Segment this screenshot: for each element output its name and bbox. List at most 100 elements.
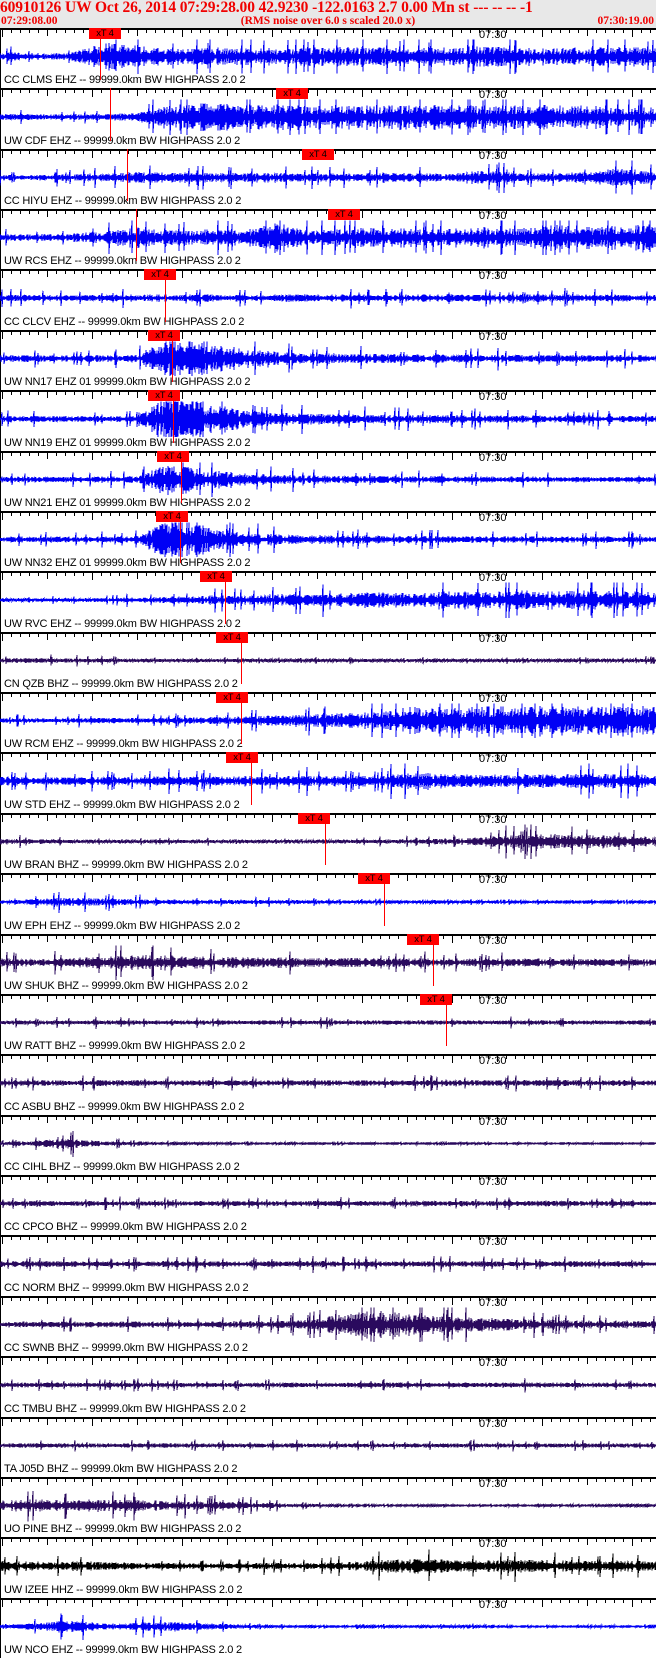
axis-tick [461, 451, 462, 456]
waveform[interactable] [0, 1307, 656, 1342]
pick-line[interactable] [173, 390, 174, 443]
scale-marker[interactable]: xT 4 [156, 511, 188, 522]
waveform[interactable] [0, 1246, 656, 1282]
axis-tick [119, 1417, 120, 1422]
trace-row[interactable]: 07:30 CC SWNB BHZ -- 99999.0km BW HIGHPAS… [0, 1296, 656, 1356]
waveform[interactable] [0, 1126, 656, 1161]
waveform[interactable] [0, 39, 656, 74]
waveform[interactable] [0, 703, 656, 738]
trace-row[interactable]: 07:30 CC CIHL BHZ -- 99999.0km BW HIGHPAS… [0, 1115, 656, 1175]
trace-row[interactable]: 07:30 UW NN21 EHZ 01 99999.0km BW HIGHPAS… [0, 451, 656, 511]
axis-tick [20, 752, 21, 757]
trace-row[interactable]: 07:30 CC ASBU BHZ -- 99999.0km BW HIGHPAS… [0, 1054, 656, 1115]
scale-marker[interactable]: xT 4 [302, 149, 334, 160]
axis-tick [155, 1598, 156, 1603]
trace-row[interactable]: 07:30 UW IZEE HHZ -- 99999.0km BW HIGHPAS… [0, 1537, 656, 1598]
waveform[interactable] [0, 160, 656, 195]
pick-line[interactable] [172, 330, 173, 382]
pick-line[interactable] [433, 934, 434, 986]
waveform[interactable] [0, 462, 656, 497]
waveform[interactable] [0, 824, 656, 859]
pick-line[interactable] [241, 692, 242, 744]
waveform[interactable] [0, 1609, 656, 1644]
trace-row[interactable]: 07:30 UW NN17 EHZ 01 99999.0km BW HIGHPAS… [0, 330, 656, 390]
pick-line[interactable] [127, 149, 128, 201]
axis-tick [650, 330, 651, 335]
waveform[interactable] [0, 220, 656, 255]
waveform[interactable] [0, 1186, 656, 1221]
waveform[interactable] [0, 643, 656, 678]
waveform[interactable] [0, 884, 656, 920]
trace-row[interactable]: 07:30 UW CDF EHZ -- 99999.0km BW HIGHPASS… [0, 88, 656, 149]
waveform[interactable] [0, 1428, 656, 1463]
trace-row[interactable]: 07:30 CC TMBU BHZ -- 99999.0km BW HIGHPAS… [0, 1356, 656, 1417]
trace-row[interactable]: 07:30 UW RCM EHZ -- 99999.0km BW HIGHPASS… [0, 692, 656, 752]
axis-tick [290, 1356, 291, 1361]
scale-marker[interactable]: xT 4 [148, 390, 180, 401]
trace-row[interactable]: 07:30 CC HIYU EHZ -- 99999.0km BW HIGHPAS… [0, 149, 656, 209]
trace-row[interactable]: 07:30 CC CPCO BHZ -- 99999.0km BW HIGHPAS… [0, 1175, 656, 1235]
scale-marker[interactable]: xT 4 [358, 873, 390, 884]
trace-row[interactable]: 07:30 CC CLCV EHZ -- 99999.0km BW HIGHPAS… [0, 269, 656, 330]
scale-marker[interactable]: xT 4 [216, 632, 248, 643]
trace-row[interactable]: 07:30 UW NCO EHZ -- 99999.0km BW HIGHPASS… [0, 1598, 656, 1658]
waveform[interactable] [0, 1005, 656, 1040]
trace-row[interactable]: 07:30 UW EPH EHZ -- 99999.0km BW HIGHPASS… [0, 873, 656, 934]
trace-row[interactable]: 07:30 UW RCS EHZ -- 99999.0km BW HIGHPASS… [0, 209, 656, 269]
pick-line[interactable] [446, 994, 447, 1046]
axis-tick [245, 1235, 246, 1240]
scale-marker[interactable]: xT 4 [328, 209, 360, 220]
axis-tick [110, 511, 111, 516]
trace-row[interactable]: 07:30 UW STD EHZ -- 99999.0km BW HIGHPASS… [0, 752, 656, 813]
pick-line[interactable] [165, 269, 166, 322]
waveform[interactable] [0, 1367, 656, 1403]
scale-marker[interactable]: xT 4 [276, 88, 308, 99]
pick-line[interactable] [181, 451, 182, 503]
pick-line[interactable] [136, 209, 137, 261]
scale-marker[interactable]: xT 4 [226, 752, 258, 763]
pick-line[interactable] [110, 88, 111, 141]
trace-row[interactable]: 07:30 UW RVC EHZ -- 99999.0km BW HIGHPASS… [0, 571, 656, 632]
pick-line[interactable] [100, 28, 101, 80]
waveform[interactable] [0, 1065, 656, 1101]
scale-marker[interactable]: xT 4 [420, 994, 452, 1005]
scale-marker[interactable]: xT 4 [407, 934, 439, 945]
trace-row[interactable]: 07:30 UW BRAN BHZ -- 99999.0km BW HIGHPAS… [0, 813, 656, 873]
waveform[interactable] [0, 280, 656, 316]
trace-row[interactable]: 07:30 UW NN19 EHZ 01 99999.0km BW HIGHPAS… [0, 390, 656, 451]
pick-line[interactable] [384, 873, 385, 926]
trace-row[interactable]: 07:30 TA J05D BHZ -- 99999.0km BW HIGHPAS… [0, 1417, 656, 1477]
scale-marker[interactable]: xT 4 [298, 813, 330, 824]
waveform[interactable] [0, 99, 656, 135]
axis-tick [371, 934, 372, 939]
trace-row[interactable]: 07:30 CN QZB BHZ -- 99999.0km BW HIGHPASS… [0, 632, 656, 692]
waveform[interactable] [0, 1488, 656, 1523]
waveform[interactable] [0, 1548, 656, 1584]
axis-tick [209, 1598, 210, 1603]
scale-marker[interactable]: xT 4 [148, 330, 180, 341]
pick-line[interactable] [251, 752, 252, 805]
trace-row[interactable]: 07:30 CC NORM BHZ -- 99999.0km BW HIGHPAS… [0, 1235, 656, 1296]
trace-row[interactable]: 07:30 UW NN32 EHZ 01 99999.0km BW HIGHPAS… [0, 511, 656, 571]
pick-line[interactable] [180, 511, 181, 563]
scale-marker[interactable]: xT 4 [144, 269, 176, 280]
waveform[interactable] [0, 341, 656, 376]
pick-line[interactable] [325, 813, 326, 865]
trace-row[interactable]: 07:30 UO PINE BHZ -- 99999.0km BW HIGHPAS… [0, 1477, 656, 1537]
pick-line[interactable] [225, 571, 226, 624]
trace-row[interactable]: 07:30 CC CLMS EHZ -- 99999.0km BW HIGHPAS… [0, 28, 656, 88]
trace-row[interactable]: 07:30 UW RATT BHZ -- 99999.0km BW HIGHPAS… [0, 994, 656, 1054]
waveform[interactable] [0, 522, 656, 557]
axis-tick [146, 873, 147, 878]
waveform[interactable] [0, 582, 656, 618]
pick-line[interactable] [241, 632, 242, 684]
scale-marker[interactable]: xT 4 [216, 692, 248, 703]
scale-marker[interactable]: xT 4 [200, 571, 232, 582]
waveform[interactable] [0, 763, 656, 799]
scale-marker[interactable]: xT 4 [89, 28, 121, 39]
axis-tick [101, 1054, 102, 1059]
waveform[interactable] [0, 401, 656, 437]
trace-row[interactable]: 07:30 UW SHUK BHZ -- 99999.0km BW HIGHPAS… [0, 934, 656, 994]
waveform[interactable] [0, 945, 656, 980]
scale-marker[interactable]: xT 4 [157, 451, 189, 462]
